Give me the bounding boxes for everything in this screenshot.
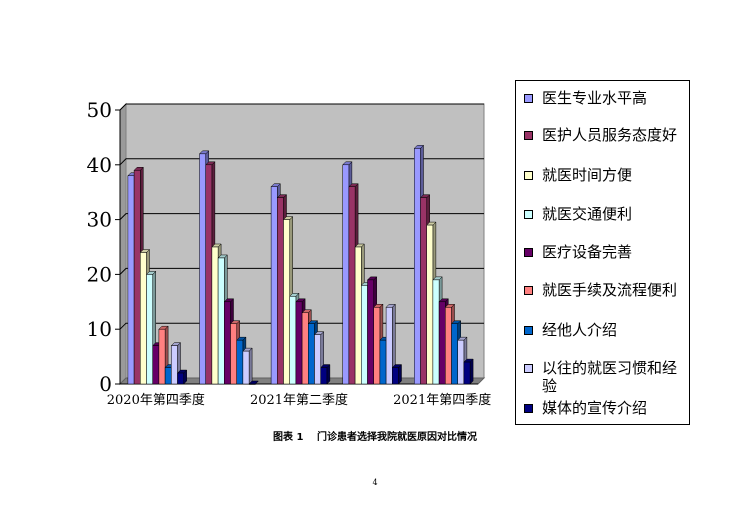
bar: [211, 246, 219, 385]
bar: [426, 224, 434, 385]
gridline: [119, 103, 484, 111]
bar: [354, 246, 362, 385]
bar: [277, 197, 284, 385]
bar: [205, 164, 213, 385]
legend-label: 媒体的宣传介绍: [542, 399, 648, 417]
bar: [463, 361, 471, 385]
gridline: [119, 213, 484, 220]
gridline: [119, 158, 484, 166]
y-tick-label: 20: [87, 262, 112, 286]
legend-label: 医疗设备完善: [542, 243, 633, 261]
legend-swatch: [524, 286, 533, 295]
bar: [217, 257, 225, 385]
bar: [224, 301, 231, 385]
bar: [361, 285, 368, 385]
legend-swatch: [524, 94, 533, 103]
bar: [457, 339, 465, 385]
legend-swatch: [524, 210, 533, 219]
bar: [420, 197, 427, 385]
legend-swatch: [524, 171, 533, 180]
legend-swatch: [524, 326, 533, 335]
bar: [342, 164, 350, 385]
bar: [133, 170, 141, 385]
bar: [236, 339, 244, 385]
bar: [242, 350, 250, 385]
page-number: 4: [372, 478, 378, 487]
legend-swatch: [524, 364, 533, 373]
bar: [348, 186, 356, 385]
bar: [270, 186, 278, 385]
bar: [283, 219, 290, 385]
bar: [414, 148, 421, 385]
bar: [432, 279, 440, 385]
legend-label: 医护人员服务态度好: [542, 126, 678, 144]
legend-label: 就医时间方便: [542, 166, 633, 184]
bar: [177, 372, 184, 385]
chart-legend: 医生专业水平高医护人员服务态度好 就医时间方便 就医交通便利 医疗设备完善就医手续及流…: [515, 80, 690, 425]
y-tick-label: 50: [87, 98, 112, 122]
bar: [445, 307, 452, 385]
legend-swatch: [524, 131, 533, 140]
bar: [367, 279, 374, 385]
bar: [308, 323, 315, 385]
plot-side-wall: [119, 102, 127, 386]
legend-label: 就医交通便利: [542, 205, 633, 223]
bar: [385, 307, 393, 385]
bar: [171, 345, 178, 385]
x-tick-label: 2021年第二季度: [250, 392, 348, 408]
x-tick-label: 2021年第四季度: [393, 392, 491, 408]
y-tick-label: 0: [99, 372, 112, 396]
legend-swatch: [524, 404, 533, 413]
bar: [164, 367, 172, 385]
bar: [320, 367, 328, 385]
legend-swatch: [524, 248, 533, 257]
y-tick-label: 40: [87, 153, 112, 177]
legend-label: 经他人介绍: [542, 321, 618, 339]
legend-label: 就医手续及流程便利: [542, 281, 678, 299]
bar: [289, 296, 297, 385]
bar: [127, 175, 135, 385]
bar: [230, 323, 237, 385]
y-tick-label: 30: [87, 208, 112, 232]
bar: [438, 301, 446, 385]
bar: [295, 301, 303, 385]
legend-label: 医生专业水平高: [542, 89, 648, 107]
bar: [392, 367, 399, 385]
bar: [248, 383, 256, 385]
bar: [451, 323, 458, 385]
bar-side: [326, 363, 331, 385]
bar: [199, 153, 206, 385]
bar: [140, 252, 147, 385]
y-tick-label: 10: [87, 317, 112, 341]
x-tick-label: 2020年第四季度: [107, 392, 205, 408]
bar: [146, 274, 153, 385]
bar-side: [248, 347, 253, 385]
bar-side: [398, 363, 402, 385]
bar: [373, 307, 381, 385]
bar: [314, 334, 321, 385]
legend-label: 以往的就医习惯和经验: [542, 359, 678, 395]
bar: [152, 345, 160, 385]
bar: [379, 339, 387, 385]
bar: [158, 328, 166, 385]
bar: [301, 312, 309, 385]
figure-caption: 图表 1 门诊患者选择我院就医原因对比情况: [273, 432, 477, 443]
bar-side: [469, 358, 474, 385]
gridline: [119, 267, 484, 275]
